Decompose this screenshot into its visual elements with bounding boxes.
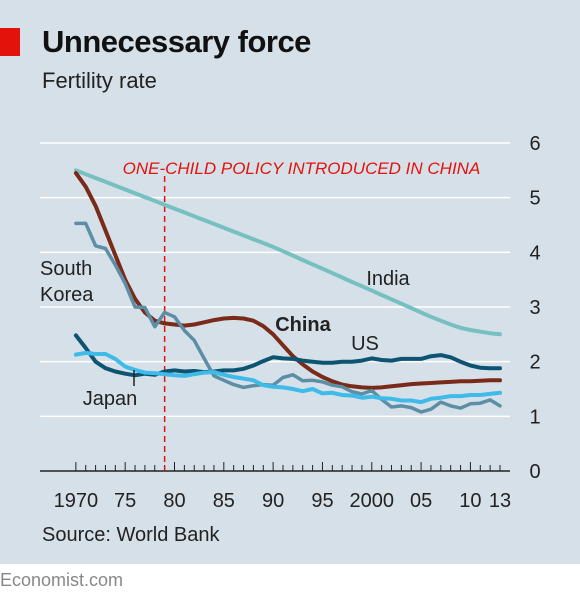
source-note: Source: World Bank — [42, 524, 220, 546]
series-label-china: China — [275, 314, 331, 336]
series-label-us: US — [351, 333, 379, 355]
series-label-south-korea: Korea — [40, 284, 94, 306]
series-line-india — [73, 168, 502, 337]
x-tick-label: 10 — [459, 490, 481, 512]
x-tick-label: 90 — [262, 490, 284, 512]
x-tick-label: 95 — [311, 490, 333, 512]
y-tick-label: 1 — [529, 406, 540, 428]
y-tick-label: 6 — [529, 133, 540, 155]
x-tick-label: 85 — [213, 490, 235, 512]
series-line-south-korea — [74, 221, 502, 414]
line-chart: 0 1 2 3 4 5 6 1970 75 80 85 90 95 2000 05 10 13 ONE-CHILD… — [40, 133, 541, 512]
y-tick-label: 3 — [529, 297, 540, 319]
brand-tab — [0, 28, 20, 56]
x-tick-label: 13 — [489, 490, 511, 512]
series-line-japan — [73, 350, 502, 405]
chart-panel: Unnecessary force Fertility rate 0 1 2 3 4 5 6… — [0, 0, 580, 564]
x-tick-label: 1970 — [54, 490, 99, 512]
series-label-india: India — [366, 268, 410, 290]
policy-annotation: ONE-CHILD POLICY INTRODUCED IN CHINA — [123, 159, 481, 178]
chart-title: Unnecessary force — [42, 24, 311, 59]
x-tick-label: 2000 — [350, 490, 395, 512]
chart-subtitle: Fertility rate — [42, 68, 157, 93]
credit-text: Economist.com — [0, 570, 124, 590]
y-tick-label: 2 — [529, 352, 540, 374]
series-label-japan: Japan — [83, 388, 138, 410]
series-label-south-korea: South — [40, 258, 92, 280]
x-tick-label: 75 — [114, 490, 136, 512]
x-tick-label: 80 — [163, 490, 185, 512]
y-tick-label: 5 — [529, 188, 540, 210]
x-tick-label: 05 — [410, 490, 432, 512]
y-tick-label: 0 — [529, 461, 540, 483]
y-tick-label: 4 — [529, 242, 540, 264]
